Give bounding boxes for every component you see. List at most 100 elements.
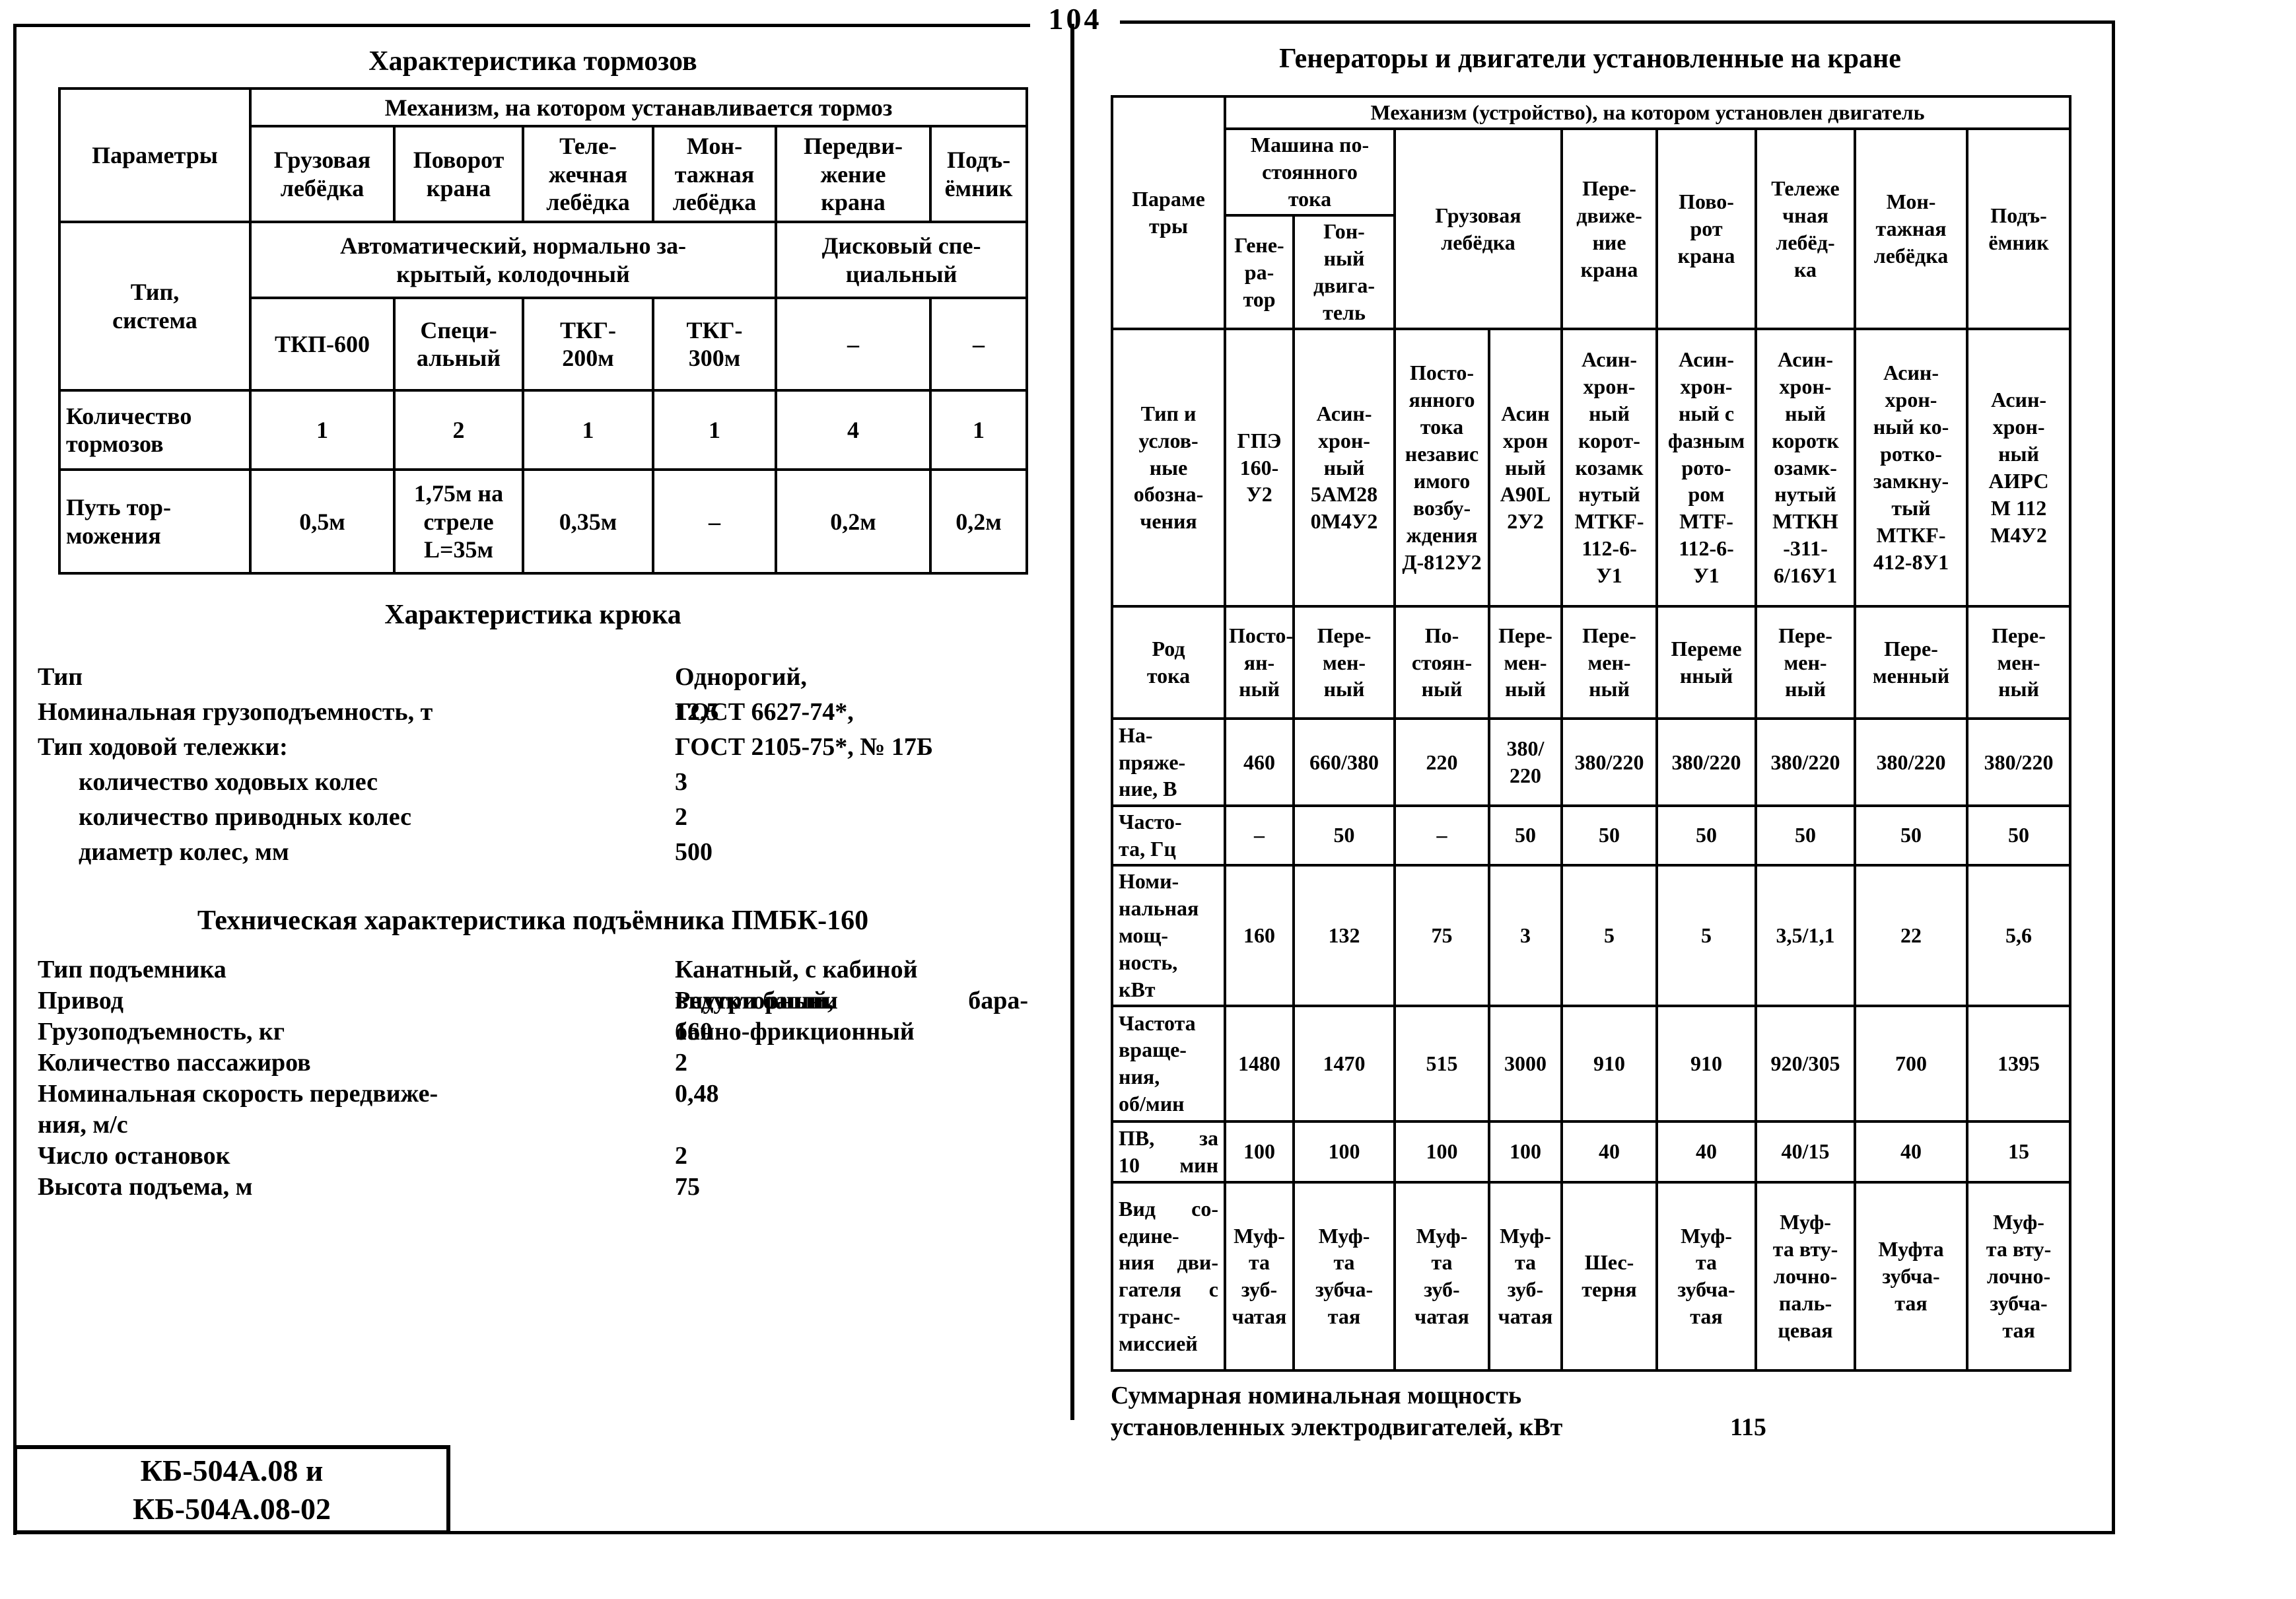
cell: – [1393,804,1490,867]
list-item: Тип подъемника Канатный, с кабиной внутр… [38,954,1028,1014]
table-row: Род тока Посто- ян- ный Пере- мен- ный П… [1111,605,2072,721]
col-header: Гон- ный двига- тель [1292,214,1396,331]
cell: 1395 [1965,1004,2072,1123]
cell: 50 [1965,804,2072,867]
list-item: Количество пассажиров 2 [38,1048,1028,1079]
spec-value: Редукторный, бара- банно-фрикционный [675,987,1028,1046]
spec-value: 3 [675,767,687,796]
cell: Муф- та вту- лочно- зубча- тая [1965,1180,2072,1372]
row-header: Часто- та, Гц [1111,804,1226,867]
col-header: Грузовая лебёдка [1393,127,1563,331]
table-row: Параме тры Механизм (устройство), на кот… [1111,95,2072,331]
border-right [2112,20,2115,1534]
cell: Переме нный [1655,605,1757,721]
col-header: Механизм (устройство), на котором устано… [1223,95,2072,131]
list-item: диаметр колес, мм 500 [38,835,1028,870]
summary-row: Суммарная номинальная мощность установле… [1111,1380,2070,1443]
table-row: Номи- нальная мощ- ность, кВт 160 132 75… [1111,863,2072,1007]
cell: 50 [1854,804,1968,867]
cell: 40 [1655,1119,1757,1184]
cell: Шес- терня [1560,1180,1658,1372]
cell: 40 [1560,1119,1658,1184]
col-header: Мон- тажная лебёдка [1854,127,1968,331]
row-header: Тип и услов- ные обозна- чения [1111,328,1226,608]
list-item: Высота подъема, м 75 [38,1172,1028,1203]
row-header: Параметры [58,87,252,224]
row-header: Род тока [1111,605,1226,721]
border-left [13,24,17,1535]
left-column: Характеристика тормозов Параметры Механи… [38,45,1029,1203]
cell: 3000 [1488,1004,1563,1123]
spec-label: Тип ходовой тележки: [38,732,288,761]
col-header: Пере- движе- ние крана [1560,127,1658,331]
table-row: Часто- та, Гц – 50 – 50 50 50 50 50 50 [1111,804,2072,867]
cell: Пере- мен- ный [1488,605,1563,721]
cell: 910 [1560,1004,1658,1123]
cell: Пере- мен- ный [1755,605,1856,721]
top-rule-right [1120,20,2115,24]
table-row: Гене- ра- тор Гон- ный двига- тель [1112,214,2070,331]
cell: Пере- мен- ный [1560,605,1658,721]
cell: ТКГ- 200м [522,297,654,392]
cell: 220 [1393,717,1490,808]
row-header: Частота враще- ния, об/мин [1111,1004,1226,1123]
cell: Пере- менный [1854,605,1968,721]
spec-value: 500 [675,837,713,866]
col-header: Подъ- ёмник [928,125,1029,224]
cell: Муф- та зубча- тая [1655,1180,1757,1372]
cell: ГПЭ 160- У2 [1224,328,1295,608]
cell: 1 [652,389,777,472]
col-header: Пово- рот крана [1655,127,1757,331]
row-header: Количество тормозов [58,389,252,472]
cell: Пере- мен- ный [1965,605,2072,721]
cell: 3 [1488,863,1563,1007]
table-row: Вид со- едине- ния дви- гателя с транс- … [1111,1180,2072,1372]
cell: 100 [1393,1119,1490,1184]
cell: 660/380 [1292,717,1396,808]
col-header: Подъ- ёмник [1965,127,2072,331]
cell: 0,35м [522,468,654,575]
hook-spec-list: Тип Однорогий, ГОСТ 6627-74*, ГОСТ 2105-… [38,660,1028,870]
row-header: Номи- нальная мощ- ность, кВт [1111,863,1226,1007]
spec-label: Тип подъемника [38,956,226,984]
table-row: Параметры Механизм, на котором устанавли… [58,87,1029,224]
cell: 3,5/1,1 [1755,863,1856,1007]
cell: 380/220 [1560,717,1658,808]
cell: Дисковый спе- циальный [774,221,1029,300]
page-number: 104 [1048,2,1102,36]
cell: 15 [1965,1119,2072,1184]
table-row: ПВ, за 10 мин 100 100 100 100 40 40 40/1… [1111,1119,2072,1184]
cell: Муф- та зуб- чатая [1393,1180,1490,1372]
cell: Асин- хрон- ный АИРС М 112 М4У2 [1965,328,2072,608]
list-item: количество приводных колес 2 [38,800,1028,835]
table-row: Количество тормозов 1 2 1 1 4 1 [58,389,1029,472]
cell: Асин- хрон- ный корот- козамк нутый МТКF… [1560,328,1658,608]
brakes-title: Характеристика тормозов [368,46,697,77]
spec-label: количество ходовых колес [79,767,378,796]
cell: 2 [393,389,524,472]
cell: 4 [775,389,932,472]
spec-label: Номинальная грузоподъемность, т [38,697,433,726]
cell: 515 [1393,1004,1490,1123]
cell: 75 [1393,863,1490,1007]
col-header: Тележе чная лебёд- ка [1755,127,1856,331]
cell: Автоматический, нормально за- крытый, ко… [249,221,777,300]
cell: 1 [522,389,654,472]
hoist-title: Техническая характеристика подъёмника ПМ… [197,905,869,936]
summary-label: Суммарная номинальная мощность установле… [1111,1381,1563,1441]
cell: 100 [1292,1119,1396,1184]
cell: 40 [1854,1119,1968,1184]
cell: 5,6 [1965,863,2072,1007]
cell: 132 [1292,863,1396,1007]
row-header: Вид со- едине- ния дви- гателя с транс- … [1111,1180,1226,1372]
table-row: Путь тор- можения 0,5м 1,75м на стреле L… [58,468,1029,575]
cell: ТКГ- 300м [652,297,777,392]
list-item: Номинальная скорость передвиже- ния, м/с… [38,1079,1028,1141]
col-header: Гене- ра- тор [1224,214,1295,331]
spec-label: Тип [38,662,83,691]
cell: 380/220 [1655,717,1757,808]
spec-value: 2 [675,1142,687,1170]
row-header: На- пряже- ние, В [1111,717,1226,808]
cell: Асин- хрон- ный ко- ротко- замкну- тый М… [1854,328,1968,608]
col-header: Машина по- стоянного тока [1224,127,1396,217]
